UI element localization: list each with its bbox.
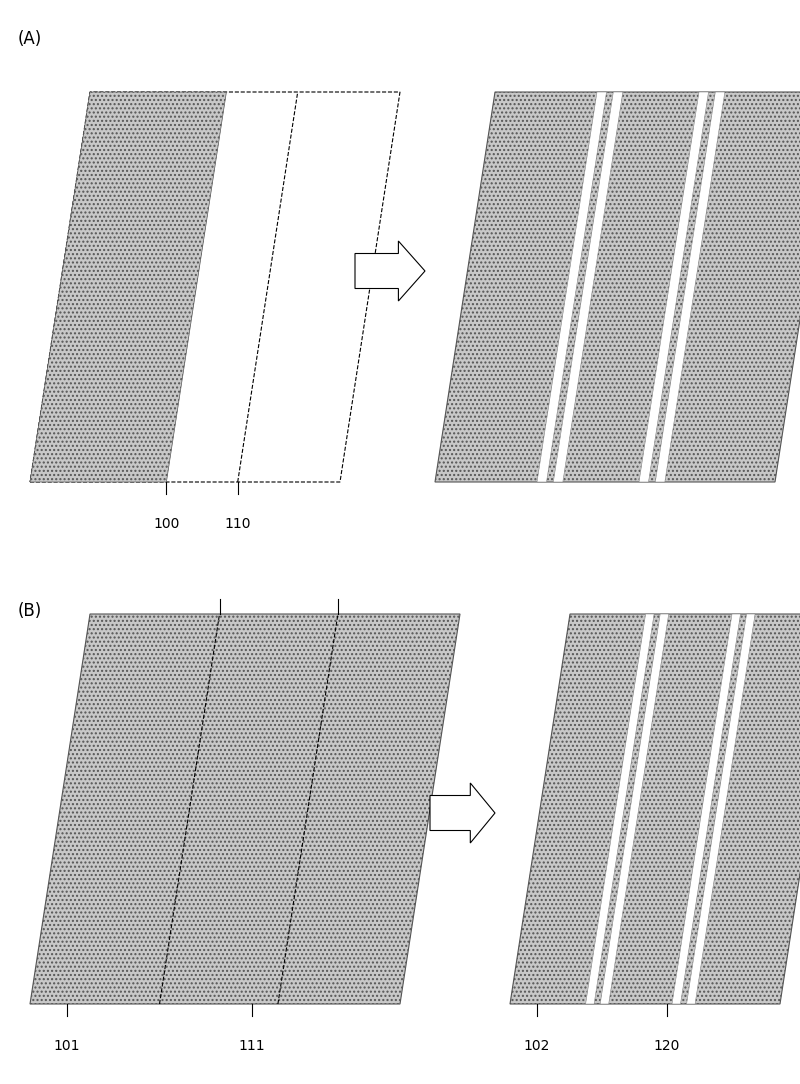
Polygon shape <box>510 614 800 1004</box>
Polygon shape <box>586 614 654 1004</box>
Text: 120: 120 <box>654 1038 680 1053</box>
Text: 101: 101 <box>54 1038 80 1053</box>
Polygon shape <box>430 783 495 843</box>
Text: 100: 100 <box>154 517 179 531</box>
Polygon shape <box>537 92 606 482</box>
Polygon shape <box>554 92 623 482</box>
Text: 102: 102 <box>524 1038 550 1053</box>
Polygon shape <box>355 241 425 301</box>
Polygon shape <box>30 614 460 1004</box>
Text: (B): (B) <box>18 602 42 620</box>
Polygon shape <box>655 92 725 482</box>
Text: 110: 110 <box>225 517 251 531</box>
Polygon shape <box>435 92 800 482</box>
Polygon shape <box>639 92 709 482</box>
Polygon shape <box>30 92 226 482</box>
Polygon shape <box>686 614 755 1004</box>
Polygon shape <box>600 614 669 1004</box>
Text: 111: 111 <box>238 1038 266 1053</box>
Polygon shape <box>30 92 400 482</box>
Polygon shape <box>672 614 741 1004</box>
Text: (A): (A) <box>18 30 42 48</box>
